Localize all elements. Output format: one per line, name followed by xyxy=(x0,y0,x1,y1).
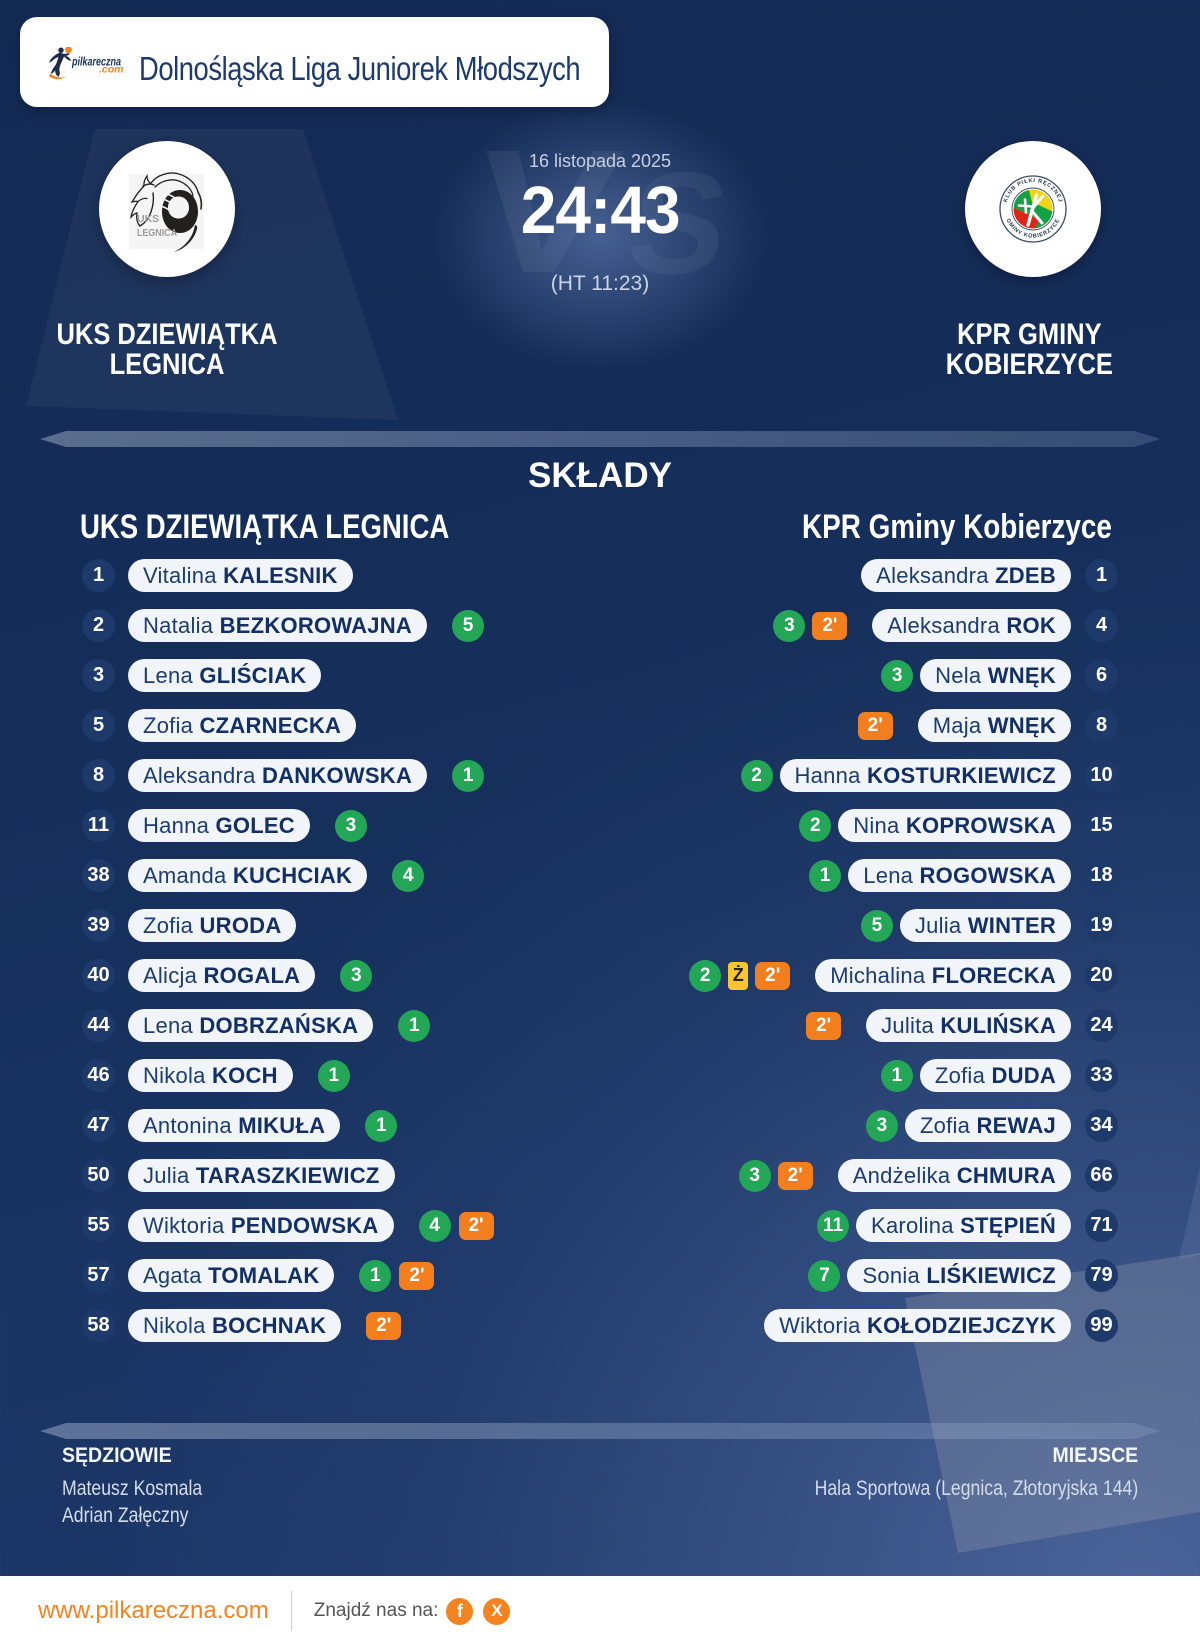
svg-text:UKS: UKS xyxy=(137,213,159,225)
svg-text:pilkareczna: pilkareczna xyxy=(71,55,121,69)
svg-text:.com: .com xyxy=(99,64,124,76)
svg-text:LEGNICA: LEGNICA xyxy=(137,227,177,239)
